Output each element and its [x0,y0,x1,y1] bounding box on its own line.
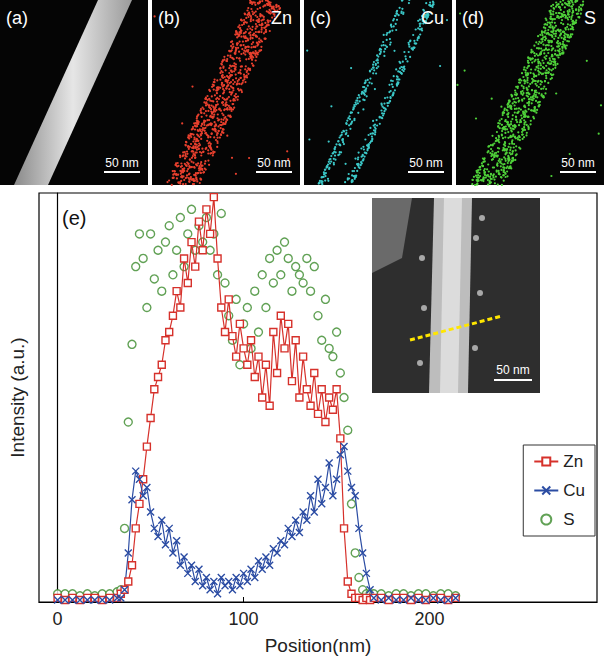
svg-text:Zn: Zn [563,452,583,471]
svg-text:0: 0 [53,609,63,629]
svg-text:(d): (d) [462,8,484,28]
svg-text:S: S [584,8,596,28]
svg-text:50 nm: 50 nm [409,156,442,170]
svg-text:100: 100 [229,609,259,629]
svg-text:50 nm: 50 nm [561,156,594,170]
svg-text:(b): (b) [158,8,180,28]
svg-text:(c): (c) [310,8,331,28]
svg-text:50 nm: 50 nm [257,156,290,170]
svg-text:200: 200 [415,609,445,629]
svg-text:Intensity (a.u.): Intensity (a.u.) [7,337,28,457]
svg-text:50 nm: 50 nm [496,363,529,377]
svg-text:Position(nm): Position(nm) [265,635,372,656]
svg-text:(a): (a) [6,8,28,28]
svg-text:50 nm: 50 nm [105,156,138,170]
svg-text:Zn: Zn [271,8,292,28]
svg-text:Cu: Cu [421,8,444,28]
svg-text:(e): (e) [62,207,86,229]
svg-text:Cu: Cu [563,481,585,500]
svg-text:S: S [563,510,574,529]
